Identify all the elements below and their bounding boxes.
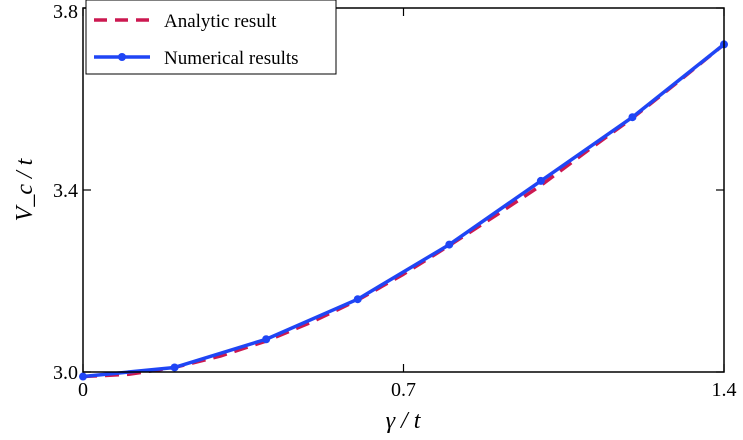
ticks-layer: 0 0.7 1.4 3.0 3.4 3.8 [53, 1, 737, 401]
plot-layer [79, 40, 728, 381]
y-tick-label: 3.0 [53, 362, 78, 384]
series-line-1 [82, 43, 726, 379]
y-tick-label: 3.8 [53, 1, 78, 23]
x-tick-label: 0 [78, 379, 88, 401]
data-point [445, 240, 454, 249]
x-axis-label: γ / t [386, 408, 422, 434]
legend-label-numerical: Numerical results [164, 48, 299, 69]
data-point [353, 295, 362, 304]
data-point [170, 363, 179, 372]
y-axis-label-group: V_c / t [12, 157, 38, 221]
legend-label-analytic: Analytic result [164, 11, 277, 32]
x-tick-label: 1.4 [712, 379, 737, 401]
x-tick-label: 0.7 [391, 379, 416, 401]
y-axis-label: V_c / t [12, 157, 38, 221]
data-point [536, 176, 545, 185]
data-point [628, 113, 637, 122]
data-point [79, 372, 87, 381]
legend-box [85, 0, 337, 75]
y-tick-label: 3.4 [53, 180, 78, 202]
series-line-0 [82, 43, 726, 379]
legend: Analytic result Numerical results [85, 0, 337, 75]
legend-marker-numerical [118, 53, 126, 61]
data-point [262, 335, 271, 344]
